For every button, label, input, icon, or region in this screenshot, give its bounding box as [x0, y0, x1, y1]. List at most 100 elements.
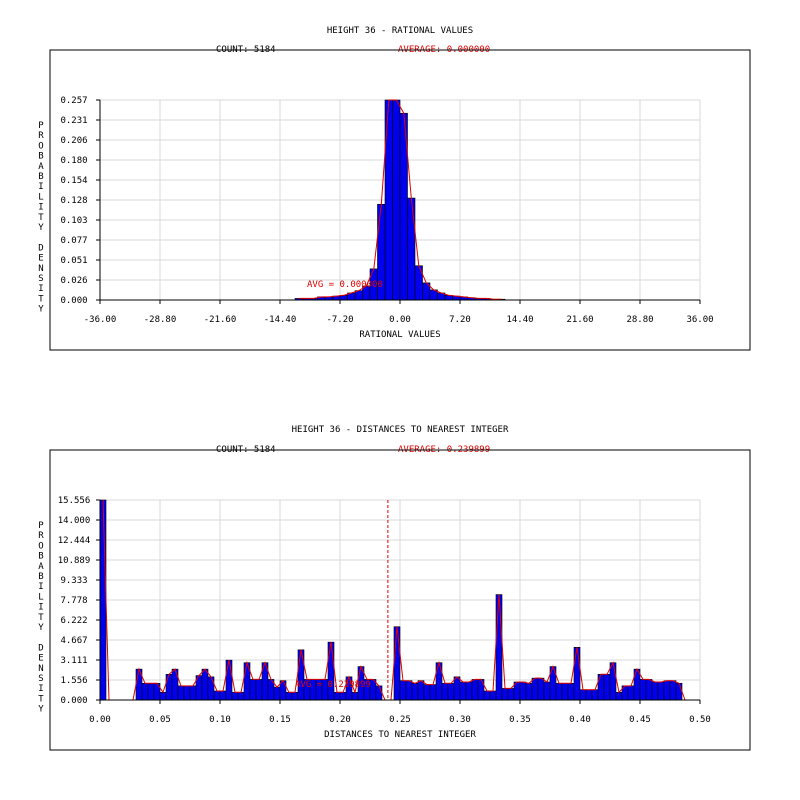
- histogram-bar: [441, 682, 449, 701]
- x-tick-label: 0.50: [689, 715, 711, 725]
- x-tick-label: 0.00: [89, 715, 111, 725]
- histogram-bar: [165, 673, 173, 701]
- y-tick-label: 7.778: [60, 596, 87, 606]
- y-axis-label-char: I: [38, 582, 43, 592]
- histogram-bar: [597, 673, 605, 701]
- chart-2-x-axis-label: DISTANCES TO NEAREST INTEGER: [324, 730, 476, 740]
- x-tick-label: -7.20: [326, 315, 353, 325]
- x-tick-label: -14.40: [264, 315, 297, 325]
- histogram-bar: [507, 688, 515, 701]
- histogram-bar: [285, 691, 293, 701]
- chart-1-avg-marker-label: AVG = 0.000000: [307, 280, 383, 290]
- histogram-bar: [291, 691, 299, 701]
- histogram-bar: [453, 676, 461, 701]
- histogram-bar: [483, 690, 491, 701]
- y-tick-label: 0.206: [60, 136, 87, 146]
- y-axis-label-char: O: [38, 141, 43, 151]
- chart-1: HEIGHT 36 - RATIONAL VALUES COUNT: 5184 …: [38, 26, 751, 351]
- histogram-bar: [519, 681, 527, 701]
- histogram-bar: [567, 682, 575, 701]
- y-axis-label-char: R: [38, 531, 44, 541]
- y-axis-label-char: E: [38, 654, 43, 664]
- y-axis-label-char: Y: [38, 305, 44, 315]
- histogram-bar: [207, 676, 215, 701]
- chart-2-y-ticks: 0.000 1.556 3.111 4.667 6.222 7.778 9.333 10.88…: [58, 496, 100, 706]
- histogram-bar: [591, 689, 599, 701]
- y-axis-label-char: L: [38, 192, 43, 202]
- histogram-bar: [99, 499, 107, 701]
- histogram-bar: [384, 99, 393, 301]
- chart-1-x-axis-label: RATIONAL VALUES: [359, 330, 440, 340]
- histogram-bar: [609, 662, 617, 701]
- y-tick-label: 9.333: [60, 576, 87, 586]
- histogram-bar: [615, 691, 623, 701]
- y-axis-label-char: A: [38, 562, 44, 572]
- x-tick-label: 0.40: [569, 715, 591, 725]
- y-tick-label: 14.000: [58, 516, 91, 526]
- histogram-bar: [189, 685, 197, 701]
- y-axis-label-char: I: [38, 684, 43, 694]
- histogram-bar: [249, 679, 257, 701]
- chart-2-title: HEIGHT 36 - DISTANCES TO NEAREST INTEGER: [292, 425, 509, 435]
- histogram-bar: [471, 679, 479, 701]
- histogram-bar: [405, 680, 413, 701]
- histogram-bar: [219, 690, 227, 701]
- y-axis-label-char: D: [38, 643, 43, 653]
- x-tick-label: 36.00: [686, 315, 713, 325]
- histogram-bar: [231, 691, 239, 701]
- y-axis-label-char: T: [38, 213, 44, 223]
- histogram-bar: [465, 681, 473, 701]
- histogram-bar: [213, 690, 221, 701]
- y-axis-label-char: Y: [38, 623, 44, 633]
- chart-2-frame: [49, 449, 751, 751]
- y-axis-label-char: R: [38, 131, 44, 141]
- histogram-bar: [579, 689, 587, 701]
- histogram-bar: [273, 686, 281, 701]
- histogram-bar: [537, 677, 545, 701]
- x-tick-label: 0.30: [449, 715, 471, 725]
- histogram-bar: [561, 682, 569, 701]
- histogram-bar: [369, 679, 377, 701]
- y-axis-label-char: T: [38, 294, 44, 304]
- histogram-bar: [627, 685, 635, 701]
- y-axis-label-char: T: [38, 694, 44, 704]
- histogram-bar: [645, 679, 653, 701]
- y-tick-label: 0.026: [60, 276, 87, 286]
- x-tick-label: -36.00: [84, 315, 117, 325]
- chart-1-y-ticks: 0.000 0.026 0.051 0.077 0.103 0.128 0.154 0.180…: [60, 96, 100, 306]
- x-tick-label: 21.60: [566, 315, 593, 325]
- y-tick-label: 10.889: [58, 556, 91, 566]
- y-tick-label: 0.077: [60, 236, 87, 246]
- histogram-bar: [585, 689, 593, 701]
- histogram-bar: [354, 290, 363, 301]
- y-axis-label-char: I: [38, 284, 43, 294]
- chart-1-x-ticks: -36.00 -28.80 -21.60 -14.40 -7.20 0.00 7.20 14.…: [84, 300, 714, 325]
- y-axis-label-char: Y: [38, 223, 44, 233]
- density-curve: [298, 99, 502, 300]
- y-tick-label: 0.000: [60, 696, 87, 706]
- histogram-bar: [573, 646, 581, 701]
- histogram-bar: [555, 682, 563, 701]
- histogram-bar: [407, 197, 416, 301]
- histogram-bar: [237, 691, 245, 701]
- histogram-bar: [375, 685, 383, 701]
- y-axis-label-char: I: [38, 203, 43, 213]
- y-tick-label: 4.667: [60, 636, 87, 646]
- histogram-bar: [429, 684, 437, 701]
- histogram-bar: [501, 688, 509, 701]
- y-axis-label-char: N: [38, 264, 43, 274]
- histogram-bar: [201, 668, 209, 701]
- y-tick-label: 3.111: [60, 656, 87, 666]
- histogram-bar: [225, 659, 233, 701]
- histogram-bar: [411, 682, 419, 701]
- histogram-bar: [639, 679, 647, 701]
- y-tick-label: 15.556: [58, 496, 91, 506]
- x-tick-label: 28.80: [626, 315, 653, 325]
- x-tick-label: 7.20: [449, 315, 471, 325]
- histogram-bar: [663, 680, 671, 701]
- y-tick-label: 0.000: [60, 296, 87, 306]
- y-tick-label: 0.128: [60, 196, 87, 206]
